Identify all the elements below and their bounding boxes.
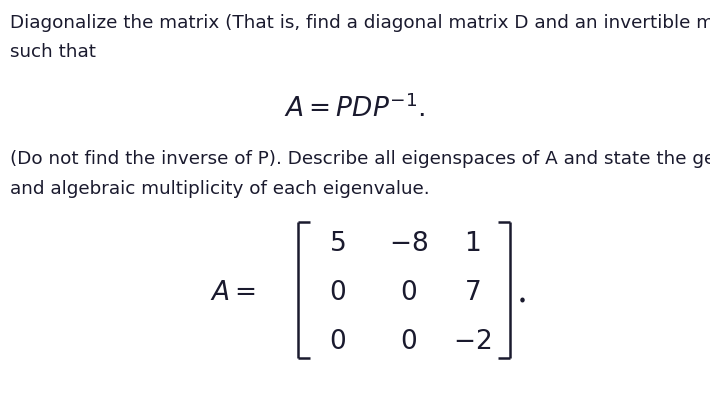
Text: and algebraic multiplicity of each eigenvalue.: and algebraic multiplicity of each eigen…	[10, 180, 430, 198]
Text: $7$: $7$	[464, 280, 481, 305]
Text: $-8$: $-8$	[388, 231, 428, 256]
Text: $0$: $0$	[400, 280, 417, 305]
Text: $-2$: $-2$	[453, 329, 491, 354]
Text: $A = $: $A = $	[209, 280, 256, 305]
Text: .: .	[517, 276, 528, 310]
Text: Diagonalize the matrix (That is, find a diagonal matrix D and an invertible matr: Diagonalize the matrix (That is, find a …	[10, 14, 710, 32]
Text: such that: such that	[10, 43, 96, 61]
Text: $0$: $0$	[329, 280, 346, 305]
Text: (Do not find the inverse of P). Describe all eigenspaces of A and state the geom: (Do not find the inverse of P). Describe…	[10, 150, 710, 168]
Text: $5$: $5$	[329, 231, 346, 256]
Text: $A = PDP^{-1}.$: $A = PDP^{-1}.$	[284, 94, 426, 122]
Text: $0$: $0$	[329, 329, 346, 354]
Text: $1$: $1$	[464, 231, 481, 256]
Text: $0$: $0$	[400, 329, 417, 354]
